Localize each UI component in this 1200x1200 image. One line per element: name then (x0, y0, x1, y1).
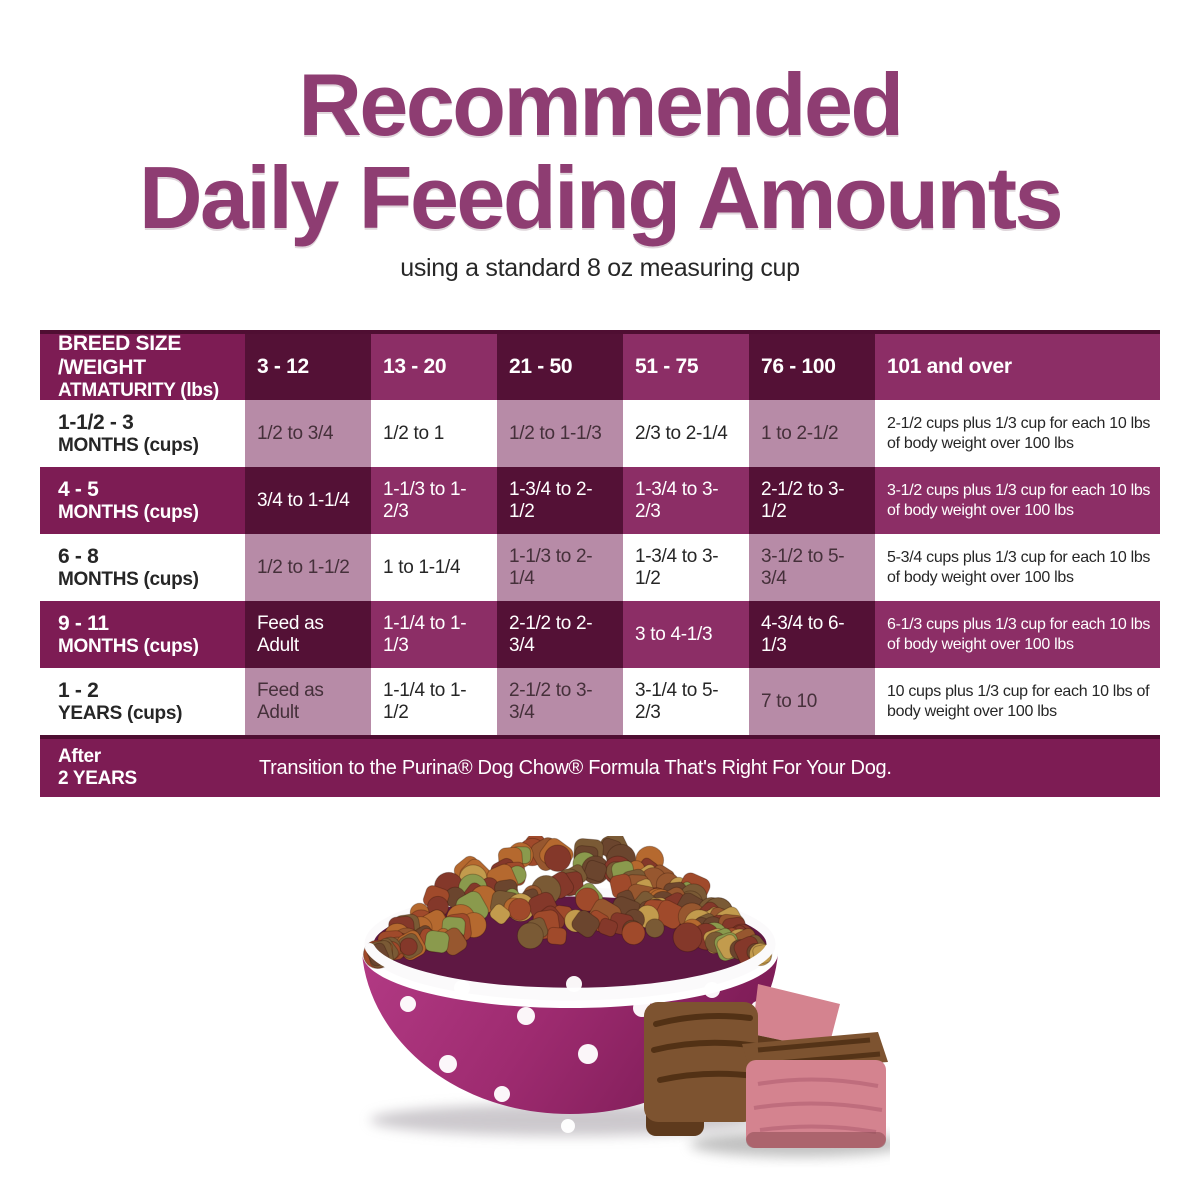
polka-dot (375, 1032, 389, 1046)
feeding-cell: 1-1/4 to 1-1/3 (371, 601, 497, 668)
kibble-group (362, 832, 773, 970)
feeding-cell: 1/2 to 1 (371, 400, 497, 467)
meat-cube-left (644, 1002, 758, 1122)
kibble-piece (516, 922, 544, 950)
feeding-cell: 1/2 to 3/4 (245, 400, 371, 467)
table-corner-header: BREED SIZE /WEIGHT ATMATURITY (lbs) (40, 332, 245, 401)
feeding-cell: 7 to 10 (749, 668, 875, 735)
page-subtitle: using a standard 8 oz measuring cup (400, 254, 800, 282)
feeding-cell: 1/2 to 1-1/2 (245, 534, 371, 601)
feeding-cell: 6-1/3 cups plus 1/3 cup for each 10 lbs … (875, 601, 1160, 668)
polka-dot (494, 1086, 510, 1102)
feeding-cell: 2-1/2 to 3-3/4 (497, 668, 623, 735)
row-label-6-8-months: 6 - 8 MONTHS (cups) (40, 534, 245, 601)
feeding-cell: 3-1/2 cups plus 1/3 cup for each 10 lbs … (875, 467, 1160, 534)
column-header-101-over: 101 and over (875, 334, 1160, 400)
feeding-cell: 2-1/2 to 3-1/2 (749, 467, 875, 534)
feeding-cell: 2-1/2 to 2-3/4 (497, 601, 623, 668)
feeding-cell: 3-1/4 to 5-2/3 (623, 668, 749, 735)
kibble-piece (672, 922, 703, 953)
polka-dot (566, 976, 582, 992)
dog-food-bowl-illustration (330, 832, 906, 1176)
polka-dot (400, 996, 416, 1012)
feeding-cell: 1/2 to 1-1/3 (497, 400, 623, 467)
meat-chunks-group (644, 984, 888, 1148)
feeding-cell: 3-1/2 to 5-3/4 (749, 534, 875, 601)
column-header-3-12: 3 - 12 (245, 334, 371, 400)
meat-cube-back-top (752, 984, 840, 1050)
row-label-4-5-months: 4 - 5 MONTHS (cups) (40, 467, 245, 534)
kibble-piece (571, 909, 600, 938)
page-title-line1: Recommended (298, 55, 904, 154)
meat-cube-front-texture (753, 1077, 883, 1134)
feeding-cell: 3 to 4-1/3 (623, 601, 749, 668)
kibble-piece (399, 937, 418, 956)
feeding-cell: 3/4 to 1-1/4 (245, 467, 371, 534)
feeding-cell: 2-1/2 cups plus 1/3 cup for each 10 lbs … (875, 400, 1160, 467)
column-header-76-100: 76 - 100 (749, 334, 875, 400)
footer-note: Transition to the Purina® Dog Chow® Form… (245, 735, 1160, 797)
column-header-21-50: 21 - 50 (497, 334, 623, 400)
feeding-cell: 1-3/4 to 2-1/2 (497, 467, 623, 534)
polka-dot (704, 982, 720, 998)
row-label-1-2-years: 1 - 2 YEARS (cups) (40, 668, 245, 735)
kibble-piece (621, 921, 646, 946)
row-label-1half-3-months: 1-1/2 - 3 MONTHS (cups) (40, 400, 245, 467)
feeding-cell: 1-1/4 to 1-1/2 (371, 668, 497, 735)
feeding-cell: Feed as Adult (245, 668, 371, 735)
polka-dot (578, 1044, 598, 1064)
feeding-cell: Feed as Adult (245, 601, 371, 668)
kibble-piece (489, 903, 511, 925)
kibble-piece (543, 844, 572, 872)
kibble-piece (597, 917, 619, 938)
feeding-cell: 1 to 2-1/2 (749, 400, 875, 467)
kibble-piece (644, 918, 665, 939)
kibble-piece (546, 926, 567, 946)
feeding-cell: 1-3/4 to 3-2/3 (623, 467, 749, 534)
feeding-cell: 2/3 to 2-1/4 (623, 400, 749, 467)
feeding-table: BREED SIZE /WEIGHT ATMATURITY (lbs) 3 - … (40, 330, 1160, 797)
bowl-front-rim (365, 943, 775, 998)
polka-dot (454, 980, 470, 996)
kibble-piece (583, 859, 608, 882)
footer-row-label: After 2 YEARS (40, 735, 245, 797)
column-header-13-20: 13 - 20 (371, 334, 497, 400)
kibble-piece (424, 930, 450, 954)
column-header-51-75: 51 - 75 (623, 334, 749, 400)
row-label-9-11-months: 9 - 11 MONTHS (cups) (40, 601, 245, 668)
polka-dot (561, 1119, 575, 1133)
page-title-line2: Daily Feeding Amounts (138, 148, 1064, 248)
polka-dot (439, 1055, 457, 1073)
feeding-cell: 1-3/4 to 3-1/2 (623, 534, 749, 601)
feeding-cell: 1-1/3 to 2-1/4 (497, 534, 623, 601)
feeding-cell: 4-3/4 to 6-1/3 (749, 601, 875, 668)
feeding-cell: 5-3/4 cups plus 1/3 cup for each 10 lbs … (875, 534, 1160, 601)
feeding-cell: 1 to 1-1/4 (371, 534, 497, 601)
meat-cube-front-bottom-shade (746, 1132, 886, 1148)
kibble-piece (508, 897, 532, 921)
dog-food-bowl-svg (362, 832, 906, 1157)
page-title: Recommended Daily Feeding Amounts (0, 58, 1200, 245)
polka-dot (517, 1007, 535, 1025)
feeding-cell: 1-1/3 to 1-2/3 (371, 467, 497, 534)
feeding-cell: 10 cups plus 1/3 cup for each 10 lbs of … (875, 668, 1160, 735)
